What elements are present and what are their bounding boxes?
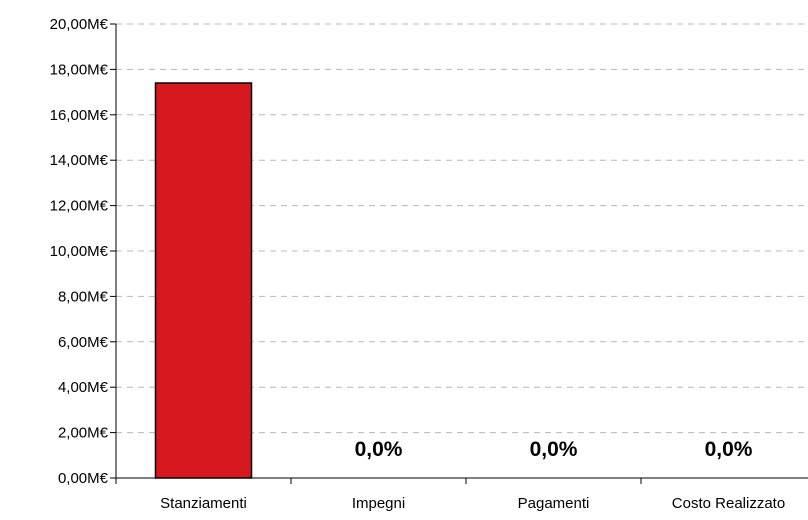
y-tick-label: 16,00M€ (50, 107, 109, 124)
x-tick-label: Pagamenti (518, 495, 590, 512)
bars (154, 82, 253, 479)
data-label: 0,0% (530, 438, 578, 461)
x-tick-label: Stanziamenti (160, 495, 247, 512)
x-tick-label: Costo Realizzato (672, 495, 785, 512)
y-axis: 0,00M€ 2,00M€ 4,00M€ 6,00M€ 8,00M€ 10,00M€ 12,… (50, 16, 117, 487)
y-tick-label: 4,00M€ (58, 379, 109, 396)
y-tick-label: 14,00M€ (50, 152, 109, 169)
data-labels: 0,0% 0,0% 0,0% (355, 438, 753, 461)
data-label: 0,0% (355, 438, 403, 461)
data-label: 0,0% (705, 438, 753, 461)
y-tick-label: 0,00M€ (58, 470, 109, 487)
y-tick-label: 20,00M€ (50, 16, 109, 33)
y-tick-label: 10,00M€ (50, 243, 109, 260)
y-tick-label: 2,00M€ (58, 425, 109, 442)
x-tick-label: Impegni (352, 495, 405, 512)
y-tick-label: 6,00M€ (58, 334, 109, 351)
bar (154, 82, 253, 479)
y-tick-label: 18,00M€ (50, 61, 109, 78)
y-tick-label: 8,00M€ (58, 288, 109, 305)
x-axis: Stanziamenti Impegni Pagamenti Costo Realiz… (115, 477, 808, 512)
y-tick-label: 12,00M€ (50, 198, 109, 215)
